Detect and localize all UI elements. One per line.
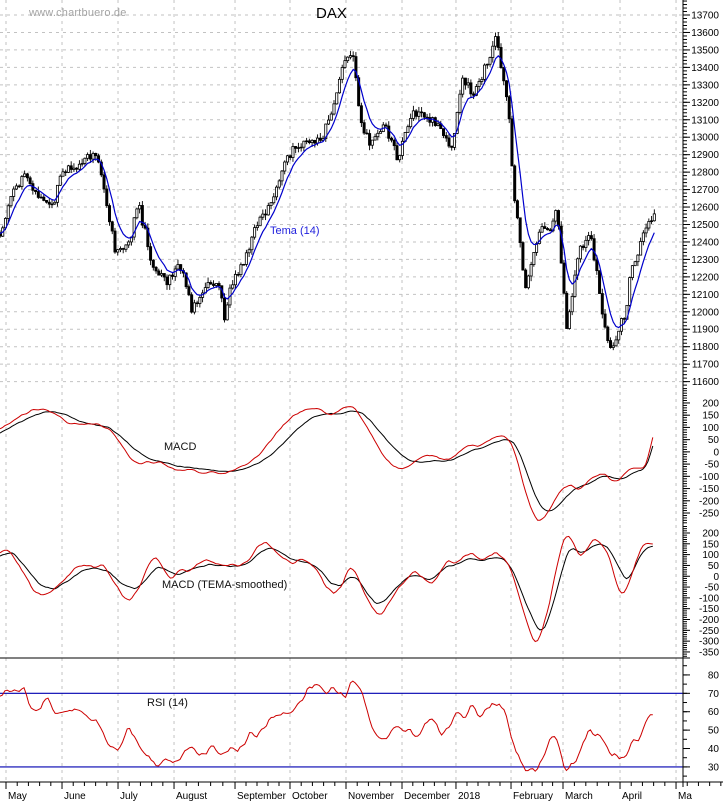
- page-title: DAX: [316, 5, 347, 22]
- svg-text:30: 30: [708, 762, 720, 773]
- svg-text:June: June: [64, 791, 86, 802]
- svg-text:50: 50: [708, 435, 720, 446]
- macd-indicator-label: MACD: [164, 441, 197, 453]
- svg-text:-300: -300: [699, 637, 719, 648]
- svg-text:-250: -250: [699, 626, 719, 637]
- svg-text:12200: 12200: [691, 272, 719, 283]
- watermark: www.chartbuero.de: [29, 7, 127, 19]
- svg-text:13000: 13000: [691, 133, 719, 144]
- svg-text:12500: 12500: [691, 220, 719, 231]
- rsi-indicator-label: RSI (14): [147, 697, 188, 709]
- svg-text:13600: 13600: [691, 28, 719, 39]
- svg-text:11600: 11600: [692, 377, 720, 388]
- tema-indicator-label: Tema (14): [270, 225, 320, 237]
- svg-text:-100: -100: [699, 593, 719, 604]
- svg-text:-250: -250: [699, 509, 719, 520]
- svg-text:Ma: Ma: [678, 791, 692, 802]
- svg-text:100: 100: [702, 550, 719, 561]
- svg-text:December: December: [404, 791, 451, 802]
- svg-text:-150: -150: [699, 484, 719, 495]
- svg-text:70: 70: [708, 689, 720, 700]
- svg-text:-200: -200: [699, 496, 719, 507]
- svg-text:August: August: [176, 791, 207, 802]
- svg-text:0: 0: [713, 572, 719, 583]
- svg-text:11900: 11900: [692, 325, 720, 336]
- svg-text:12600: 12600: [691, 203, 719, 214]
- svg-text:60: 60: [708, 707, 720, 718]
- svg-text:September: September: [237, 791, 287, 802]
- svg-text:11800: 11800: [692, 342, 720, 353]
- svg-text:11700: 11700: [692, 360, 720, 371]
- svg-text:13100: 13100: [691, 115, 719, 126]
- svg-text:13500: 13500: [691, 45, 719, 56]
- svg-text:12800: 12800: [691, 168, 719, 179]
- svg-text:-100: -100: [699, 472, 719, 483]
- svg-text:12700: 12700: [691, 185, 719, 196]
- svg-text:50: 50: [708, 561, 720, 572]
- svg-text:-200: -200: [699, 615, 719, 626]
- svg-text:13300: 13300: [691, 80, 719, 91]
- svg-text:13400: 13400: [691, 63, 719, 74]
- svg-text:November: November: [348, 791, 395, 802]
- svg-text:-50: -50: [705, 583, 720, 594]
- svg-text:50: 50: [708, 726, 720, 737]
- svg-text:12400: 12400: [691, 237, 719, 248]
- svg-text:0: 0: [713, 447, 719, 458]
- svg-text:200: 200: [702, 529, 719, 540]
- svg-text:March: March: [565, 791, 593, 802]
- svg-text:80: 80: [708, 670, 720, 681]
- svg-text:12100: 12100: [691, 290, 719, 301]
- svg-text:February: February: [513, 791, 553, 802]
- svg-text:-350: -350: [699, 647, 719, 658]
- svg-text:April: April: [622, 791, 642, 802]
- svg-text:150: 150: [702, 539, 719, 550]
- svg-text:200: 200: [702, 398, 719, 409]
- svg-text:May: May: [8, 791, 27, 802]
- svg-text:12900: 12900: [691, 150, 719, 161]
- svg-text:October: October: [292, 791, 328, 802]
- svg-text:-150: -150: [699, 604, 719, 615]
- svg-text:100: 100: [702, 423, 719, 434]
- svg-text:12000: 12000: [691, 307, 719, 318]
- svg-text:150: 150: [702, 411, 719, 422]
- macd-tema-indicator-label: MACD (TEMA-smoothed): [162, 579, 288, 591]
- svg-text:13200: 13200: [691, 98, 719, 109]
- svg-text:13700: 13700: [691, 11, 719, 22]
- svg-text:-50: -50: [705, 460, 720, 471]
- svg-text:July: July: [120, 791, 138, 802]
- svg-text:40: 40: [708, 744, 720, 755]
- svg-text:2018: 2018: [458, 791, 481, 802]
- svg-text:12300: 12300: [691, 255, 719, 266]
